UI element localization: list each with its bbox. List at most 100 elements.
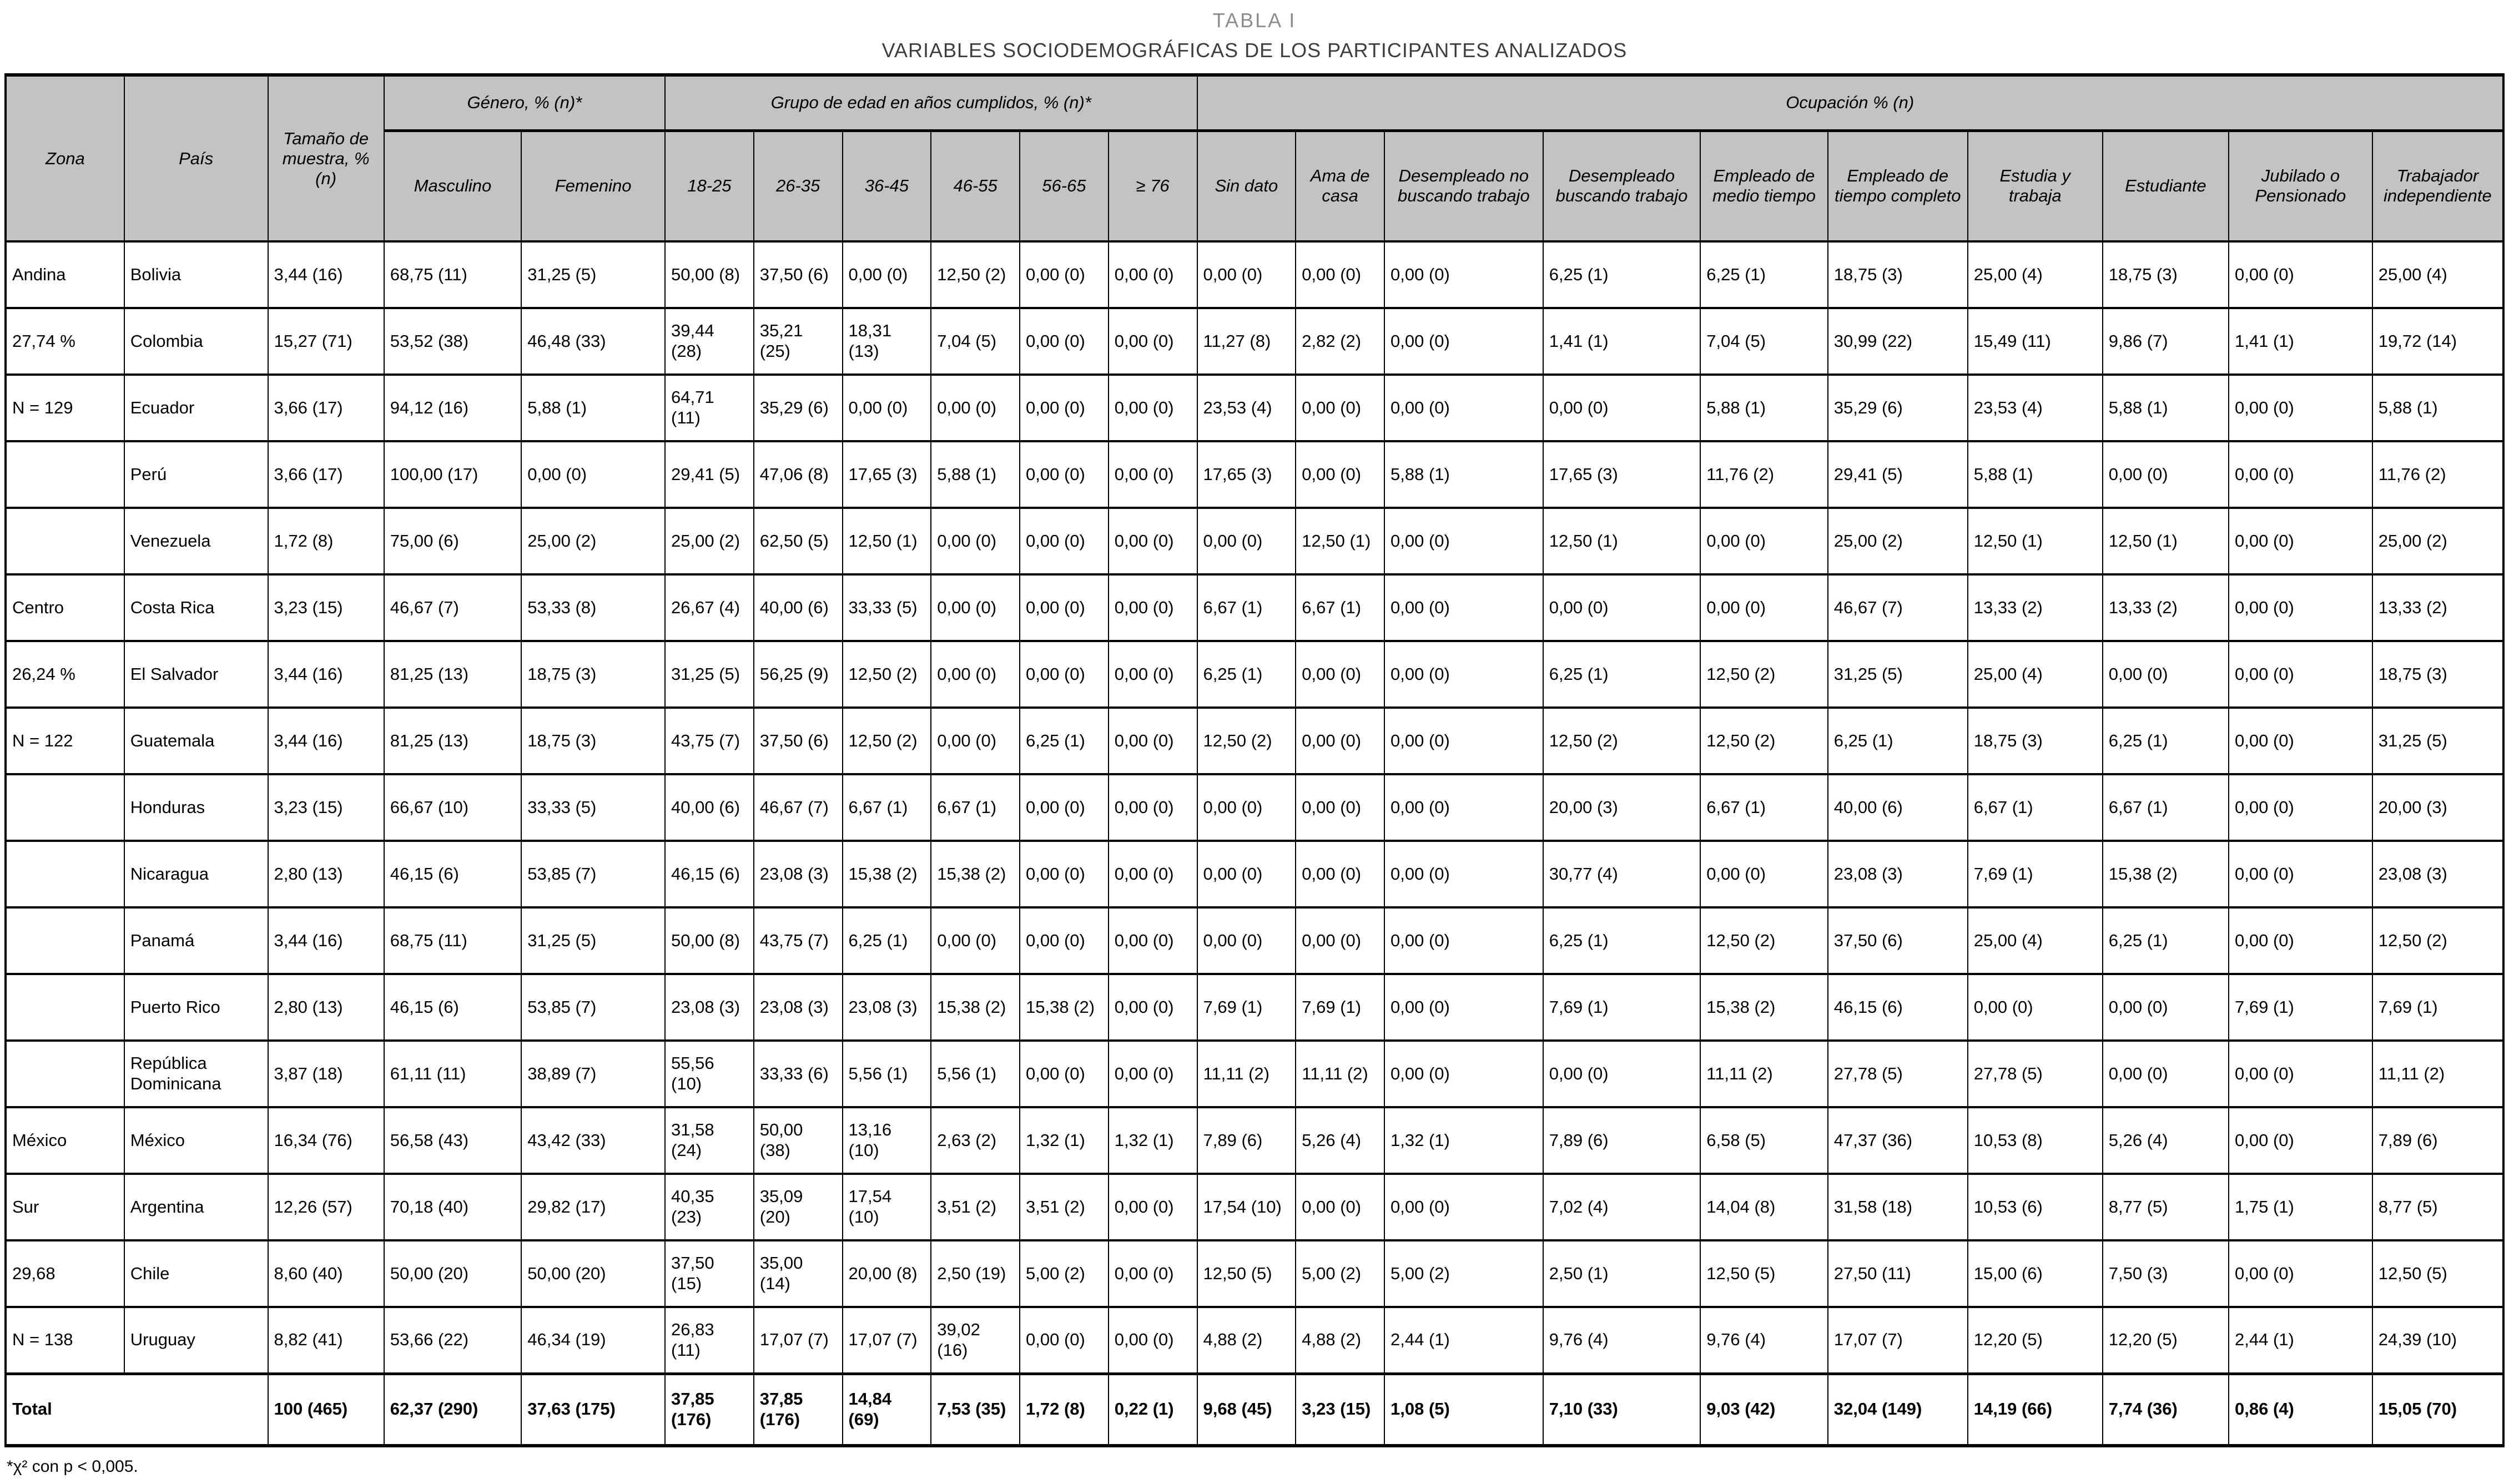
data-cell: 27,78 (5)	[1827, 1040, 1968, 1108]
data-cell: 10,53 (6)	[1967, 1173, 2103, 1241]
data-cell: 0,00 (0)	[1295, 707, 1385, 775]
data-cell: 5,26 (4)	[2102, 1107, 2230, 1174]
col-header-jubilado: Jubilado o Pensionado	[2228, 130, 2373, 242]
data-cell: 0,00 (0)	[1107, 1306, 1198, 1374]
data-cell: 50,00 (8)	[664, 241, 754, 309]
data-cell: 0,00 (0)	[1295, 907, 1385, 975]
data-cell: 55,56 (10)	[664, 1040, 754, 1108]
data-cell: 12,50 (2)	[1700, 707, 1828, 775]
table-row: 27,74 % Colombia 15,27 (71) 53,52 (38) 46,48…	[5, 307, 2505, 375]
data-cell: 12,50 (5)	[1196, 1240, 1297, 1308]
data-cell: 5,00 (2)	[1019, 1240, 1109, 1308]
data-cell: 0,00 (0)	[1384, 307, 1544, 375]
data-cell: 0,00 (0)	[1019, 640, 1109, 708]
data-cell: 47,37 (36)	[1827, 1107, 1968, 1174]
data-cell: 27,78 (5)	[1967, 1040, 2103, 1108]
data-cell: 6,67 (1)	[842, 774, 932, 841]
data-cell: 11,27 (8)	[1196, 307, 1297, 375]
table-row: Nicaragua 2,80 (13) 46,15 (6) 53,85 (7) 46,1…	[5, 840, 2505, 908]
data-cell: 3,44 (16)	[267, 640, 385, 708]
data-cell: 0,00 (0)	[1384, 707, 1544, 775]
data-cell: 0,00 (0)	[1700, 574, 1828, 642]
data-cell: 12,50 (2)	[842, 707, 932, 775]
data-cell: 12,50 (2)	[1700, 907, 1828, 975]
data-cell: 2,50 (1)	[1542, 1240, 1701, 1308]
data-cell: 0,00 (0)	[1295, 1173, 1385, 1241]
data-cell: 8,60 (40)	[267, 1240, 385, 1308]
data-cell: 33,33 (5)	[521, 774, 666, 841]
col-header-empleado-tiempo-completo: Empleado de tiempo completo	[1827, 130, 1968, 242]
zona-cell	[5, 507, 125, 575]
data-cell: 0,00 (0)	[1700, 840, 1828, 908]
data-cell: 0,00 (0)	[1384, 640, 1544, 708]
data-cell: 0,00 (0)	[1107, 574, 1198, 642]
data-cell: 81,25 (13)	[383, 707, 522, 775]
data-cell: 26,67 (4)	[664, 574, 754, 642]
data-cell: 100,00 (17)	[383, 441, 522, 508]
total-cell: 100 (465)	[267, 1373, 385, 1446]
data-cell: 7,69 (1)	[1967, 840, 2103, 908]
data-cell: 0,00 (0)	[2102, 441, 2230, 508]
data-cell: 53,33 (8)	[521, 574, 666, 642]
data-cell: 19,72 (14)	[2371, 307, 2505, 375]
data-cell: 4,88 (2)	[1295, 1306, 1385, 1374]
zona-cell: 29,68	[5, 1240, 125, 1308]
table-label: TABLA I	[1212, 9, 1297, 32]
data-cell: 35,00 (14)	[753, 1240, 843, 1308]
data-cell: 0,00 (0)	[1019, 774, 1109, 841]
data-cell: 40,00 (6)	[664, 774, 754, 841]
data-cell: 0,00 (0)	[1107, 441, 1198, 508]
col-header-femenino: Femenino	[521, 130, 666, 242]
data-cell: 17,07 (7)	[842, 1306, 932, 1374]
table-row: Puerto Rico 2,80 (13) 46,15 (6) 53,85 (7) 23…	[5, 973, 2505, 1041]
col-header-masculino: Masculino	[383, 130, 522, 242]
data-cell: 15,38 (2)	[930, 840, 1020, 908]
data-cell: 31,25 (5)	[521, 907, 666, 975]
data-cell: 46,15 (6)	[664, 840, 754, 908]
pais-cell: Venezuela	[123, 507, 269, 575]
data-cell: 12,50 (1)	[2102, 507, 2230, 575]
data-cell: 64,71 (11)	[664, 374, 754, 442]
data-cell: 18,75 (3)	[1967, 707, 2103, 775]
total-cell: 15,05 (70)	[2371, 1373, 2505, 1446]
data-cell: 12,50 (5)	[2371, 1240, 2505, 1308]
data-cell: 6,67 (1)	[1196, 574, 1297, 642]
data-cell: 23,08 (3)	[842, 973, 932, 1041]
data-cell: 6,25 (1)	[1542, 640, 1701, 708]
data-cell: 23,53 (4)	[1967, 374, 2103, 442]
total-cell: 14,19 (66)	[1967, 1373, 2103, 1446]
data-cell: 9,76 (4)	[1700, 1306, 1828, 1374]
data-cell: 13,33 (2)	[2371, 574, 2505, 642]
data-cell: 0,00 (0)	[1107, 1240, 1198, 1308]
zona-cell: Centro	[5, 574, 125, 642]
data-cell: 6,25 (1)	[842, 907, 932, 975]
table-row: Centro Costa Rica 3,23 (15) 46,67 (7) 53,33 …	[5, 574, 2505, 642]
data-cell: 6,25 (1)	[1700, 241, 1828, 309]
data-cell: 35,29 (6)	[753, 374, 843, 442]
table-row: N = 129 Ecuador 3,66 (17) 94,12 (16) 5,88 (1…	[5, 374, 2505, 442]
data-cell: 12,50 (2)	[930, 241, 1020, 309]
data-cell: 15,38 (2)	[1700, 973, 1828, 1041]
col-header-pais: País	[123, 74, 269, 242]
zona-cell: Sur	[5, 1173, 125, 1241]
data-cell: 6,25 (1)	[1196, 640, 1297, 708]
data-cell: 18,75 (3)	[1827, 241, 1968, 309]
pais-cell: Panamá	[123, 907, 269, 975]
data-cell: 11,11 (2)	[1196, 1040, 1297, 1108]
data-cell: 0,00 (0)	[2228, 774, 2373, 841]
data-cell: 5,88 (1)	[930, 441, 1020, 508]
data-cell: 7,69 (1)	[2228, 973, 2373, 1041]
zona-cell	[5, 441, 125, 508]
data-cell: 0,00 (0)	[1384, 1173, 1544, 1241]
data-cell: 46,67 (7)	[753, 774, 843, 841]
data-cell: 47,06 (8)	[753, 441, 843, 508]
data-cell: 15,38 (2)	[930, 973, 1020, 1041]
total-cell: 9,68 (45)	[1196, 1373, 1297, 1446]
data-cell: 6,67 (1)	[1967, 774, 2103, 841]
data-cell: 7,69 (1)	[1196, 973, 1297, 1041]
total-cell: 7,53 (35)	[930, 1373, 1020, 1446]
col-header-56-65: 56-65	[1019, 130, 1109, 242]
data-cell: 14,04 (8)	[1700, 1173, 1828, 1241]
data-cell: 50,00 (8)	[664, 907, 754, 975]
data-cell: 0,00 (0)	[1384, 1040, 1544, 1108]
